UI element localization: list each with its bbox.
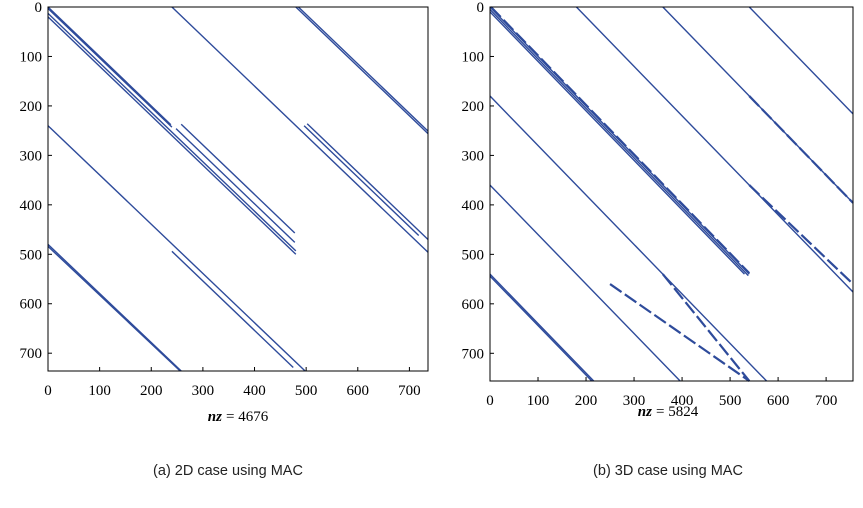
panel-a: 0 100 200 300 400 500 600 700 0 100 200 300 400 500 60…: [20, 0, 429, 479]
diagonal-band-a-2: [175, 128, 296, 243]
nz-label-a: nz = 4676: [208, 409, 269, 425]
diagonal-band-b-12: [662, 273, 751, 382]
x-tick-label-b: 0: [486, 393, 494, 409]
x-tick-label-b: 600: [767, 393, 790, 409]
x-tick-label-b: 400: [671, 393, 694, 409]
x-tick-label-a: 400: [243, 383, 266, 399]
diagonal-band-b-11: [609, 283, 750, 382]
y-tick-label-a: 700: [20, 346, 43, 362]
diagonal-band-b-5: [489, 184, 681, 382]
diagonal-band-b-1: [489, 8, 749, 277]
sparsity-pattern-a: [47, 6, 429, 372]
x-tick-label-b: 300: [623, 393, 646, 409]
y-tick-label-b: 100: [462, 49, 485, 65]
x-tick-label-a: 500: [295, 383, 318, 399]
tick-labels-a: 0 100 200 300 400 500 600 700 0 100 200 300 400 500 60…: [20, 0, 421, 399]
diagonal-band-b-8: [575, 6, 854, 293]
x-tick-label-a: 200: [140, 383, 163, 399]
diagonal-band-a-10: [171, 6, 429, 253]
y-tick-label-a: 200: [20, 99, 43, 115]
y-tick-label-a: 400: [20, 198, 43, 214]
diagonal-band-b-13: [748, 95, 854, 204]
diagonal-band-a-5: [47, 125, 306, 372]
diagonal-band-a-6: [47, 243, 182, 372]
diagonal-band-a-3: [47, 12, 297, 252]
diagonal-band-a-11: [295, 6, 429, 135]
diagonal-band-b-7: [489, 275, 593, 382]
diagonal-band-a-14: [306, 123, 429, 240]
y-tick-label-a: 600: [20, 297, 43, 313]
y-tick-label-b: 600: [462, 297, 485, 313]
x-tick-label-a: 700: [398, 383, 421, 399]
diagonal-band-b-2: [489, 11, 745, 275]
diagonal-band-a-8: [171, 250, 294, 369]
diagonal-band-b-14: [748, 184, 854, 285]
x-tick-label-b: 200: [575, 393, 598, 409]
diagonal-band-a-0: [47, 6, 172, 126]
plot-frame-b: [489, 6, 854, 382]
x-tick-label-a: 100: [88, 383, 111, 399]
x-tick-label-a: 0: [44, 383, 52, 399]
caption-a: (a) 2D case using MAC: [153, 463, 303, 479]
y-tick-label-b: 300: [462, 148, 485, 164]
diagonal-band-a-7: [47, 245, 181, 372]
y-tick-label-a: 100: [20, 49, 43, 65]
y-tick-label-a: 300: [20, 148, 43, 164]
tick-labels-b: 0 100 200 300 400 500 600 700 0 100 200 300 400 500 60…: [462, 0, 838, 409]
sparsity-pattern-b: [489, 6, 854, 382]
x-tick-label-b: 500: [719, 393, 742, 409]
diagonal-band-a-9: [180, 123, 296, 234]
y-tick-label-b: 200: [462, 99, 485, 115]
diagonal-band-a-13: [303, 125, 420, 236]
y-tick-label-b: 0: [477, 0, 485, 16]
caption-b: (b) 3D case using MAC: [593, 463, 743, 479]
diagonal-band-b-6: [489, 273, 595, 382]
plot-frame-a: [47, 6, 429, 372]
x-tick-label-a: 300: [192, 383, 215, 399]
diagonal-band-a-4: [47, 16, 297, 255]
y-tick-label-a: 0: [35, 0, 43, 16]
x-tick-label-b: 100: [527, 393, 550, 409]
y-tick-label-b: 500: [462, 247, 485, 263]
diagonal-band-a-12: [297, 6, 429, 132]
y-tick-label-b: 700: [462, 346, 485, 362]
x-tick-label-a: 600: [347, 383, 370, 399]
diagonal-band-a-1: [47, 7, 173, 128]
y-tick-label-a: 500: [20, 247, 43, 263]
diagonal-band-b-4: [489, 95, 768, 382]
diagonal-band-b-10: [748, 6, 854, 115]
x-tick-label-b: 700: [815, 393, 838, 409]
nz-label-b: nz = 5824: [638, 404, 699, 420]
y-tick-label-b: 400: [462, 198, 485, 214]
panel-b: 0 100 200 300 400 500 600 700 0 100 200 300 400 500 60…: [462, 0, 854, 479]
diagonal-band-b-3: [490, 6, 751, 274]
